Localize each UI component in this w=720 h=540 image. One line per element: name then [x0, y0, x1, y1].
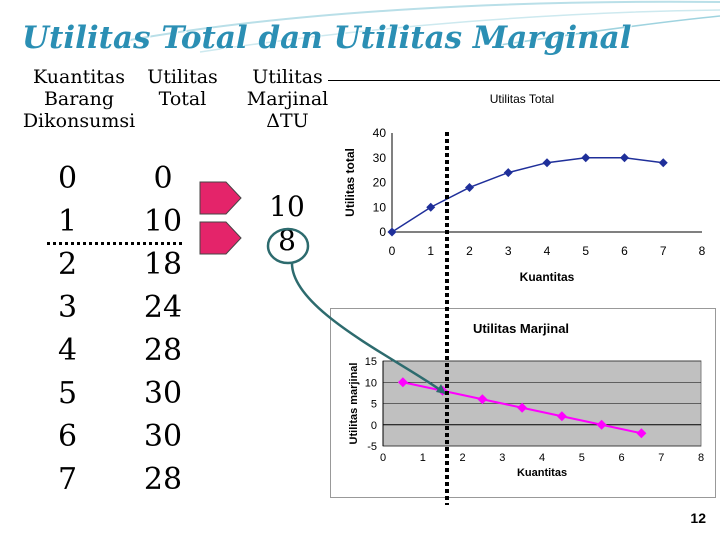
data-point	[581, 153, 591, 163]
x-tick-label: 8	[699, 244, 706, 258]
x-tick-label: 6	[618, 452, 624, 464]
total-utility-cell: 10	[143, 204, 183, 239]
y-tick-label: 40	[373, 126, 387, 140]
marginal-utility-chart: -5 0 5 10 15 0 1 2 3 4 5 6 7 8 Utilitas Marjinal Kuanti…	[330, 308, 716, 498]
x-tick-label: 2	[459, 452, 465, 464]
x-tick-label: 4	[544, 244, 551, 258]
quantity-cell: 1	[57, 204, 78, 239]
x-tick-label: 5	[582, 244, 589, 258]
header-quantity-line3: Dikonsumsi	[22, 110, 136, 132]
data-point	[620, 153, 629, 163]
x-tick-label: 8	[698, 452, 704, 464]
page-title: Utilitas Total dan Utilitas Marginal	[22, 20, 632, 56]
header-marginal: Utilitas Marjinal ΔTU	[240, 66, 335, 132]
data-point	[477, 394, 488, 405]
total-utility-chart-svg: 0 10 20 30 40 0 1 2 3 4 5 6 7 8 Utilitas Total Kuantita…	[343, 92, 706, 284]
arrow-icon	[199, 221, 242, 255]
x-tick-label: 4	[539, 452, 545, 464]
y-axis-label: Utilitas total	[343, 148, 357, 217]
y-tick-label: 10	[365, 377, 377, 389]
header-marginal-line1: Utilitas	[252, 66, 323, 88]
header-total-line2: Total	[158, 88, 207, 110]
chart-title: Utilitas Marjinal	[473, 321, 569, 336]
total-utility-chart: 0 10 20 30 40 0 1 2 3 4 5 6 7 8 Utilitas Total Kuantita…	[328, 80, 720, 297]
x-tick-label: 1	[427, 244, 434, 258]
total-utility-cell: 30	[143, 376, 183, 411]
total-utility-cell: 28	[143, 462, 183, 497]
marginal-value: 10	[269, 190, 305, 223]
arrow-icon	[199, 181, 242, 215]
y-tick-label: 20	[373, 176, 387, 190]
total-utility-cell: 28	[143, 333, 183, 368]
quantity-cell: 6	[57, 419, 78, 454]
total-utility-cell: 18	[143, 247, 183, 282]
header-total: Utilitas Total	[140, 66, 225, 110]
y-tick-label: 30	[373, 151, 387, 165]
x-tick-label: 3	[499, 452, 505, 464]
total-utility-column: 0 10 18 24 28 30 30 28	[133, 157, 193, 501]
marginal-highlight-ellipse	[266, 227, 310, 265]
data-point	[542, 158, 552, 168]
quantity-cell: 3	[57, 290, 78, 325]
data-point	[387, 227, 397, 237]
quantity-cell: 2	[57, 247, 78, 282]
header-total-line1: Utilitas	[147, 66, 218, 88]
y-axis-label: Utilitas marjinal	[348, 363, 360, 445]
data-point	[556, 411, 567, 422]
x-axis-label: Kuantitas	[517, 467, 567, 479]
x-tick-label: 0	[389, 244, 396, 258]
y-tick-label: 0	[379, 225, 386, 239]
quantity-cell: 4	[57, 333, 78, 368]
marginal-value: 8	[278, 224, 296, 257]
quantity-column: 0 1 2 3 4 5 6 7	[45, 157, 90, 501]
header-quantity-line1: Kuantitas	[32, 66, 125, 88]
quantity-cell: 0	[57, 161, 78, 196]
quantity-cell: 7	[57, 462, 78, 497]
y-tick-label: 15	[365, 356, 377, 368]
data-point	[503, 168, 513, 178]
data-point	[596, 419, 607, 430]
series-line	[391, 157, 664, 233]
x-tick-label: 5	[579, 452, 585, 464]
y-tick-label: 0	[371, 420, 377, 432]
x-tick-label: 7	[658, 452, 664, 464]
x-tick-label: 7	[660, 244, 667, 258]
y-tick-label: 5	[371, 399, 377, 411]
data-point	[426, 202, 436, 212]
chart-title: Utilitas Total	[490, 92, 554, 106]
header-quantity: Kuantitas Barang Dikonsumsi	[14, 66, 144, 132]
x-tick-label: 1	[420, 452, 426, 464]
row-highlight-line	[47, 242, 182, 245]
data-point	[636, 428, 647, 439]
y-tick-label: -5	[367, 441, 377, 453]
x-tick-label: 0	[380, 452, 386, 464]
data-point	[465, 182, 474, 192]
x-tick-label: 6	[621, 244, 628, 258]
header-marginal-line2: Marjinal	[246, 88, 329, 110]
x-axis-label: Kuantitas	[520, 270, 575, 284]
header-swoosh	[129, 0, 720, 53]
header-marginal-line3: ΔTU	[266, 110, 309, 132]
total-utility-cell: 30	[143, 419, 183, 454]
data-point	[517, 402, 528, 413]
x-tick-label: 2	[466, 244, 473, 258]
arrows	[199, 181, 242, 255]
y-tick-label: 10	[373, 200, 387, 214]
page-number: 12	[690, 510, 706, 526]
total-utility-cell: 24	[143, 290, 183, 325]
total-utility-cell: 0	[153, 161, 173, 196]
header-quantity-line2: Barang	[43, 88, 115, 110]
marginal-utility-column: 10 8	[262, 190, 312, 258]
data-point	[658, 158, 668, 168]
quantity-cell: 5	[57, 376, 78, 411]
x-tick-label: 3	[505, 244, 512, 258]
